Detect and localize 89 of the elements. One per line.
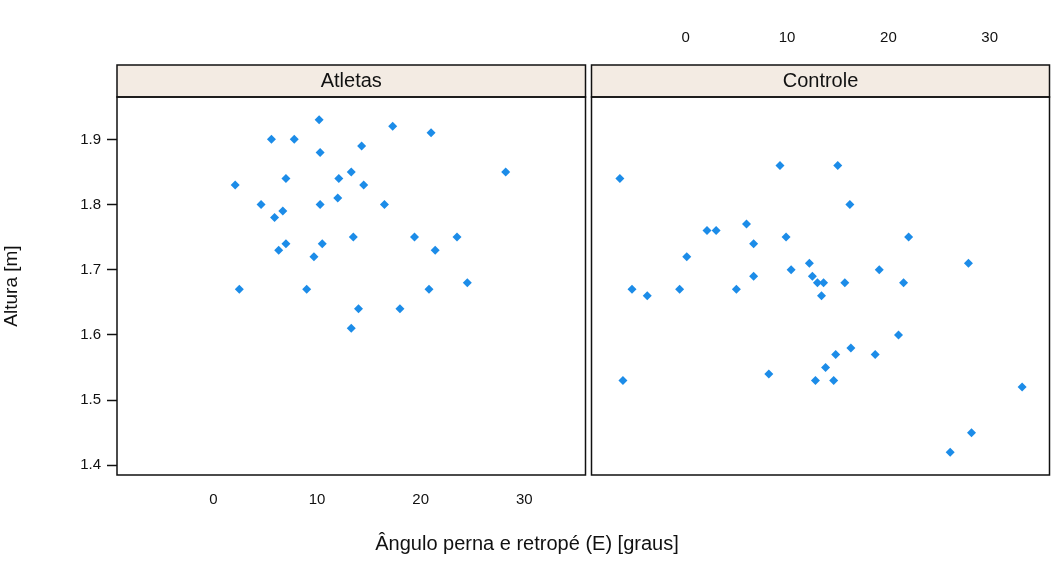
point: [618, 376, 628, 385]
point: [870, 349, 880, 359]
point: [430, 245, 440, 255]
point: [810, 376, 820, 385]
x-tick-label: 10: [308, 490, 326, 508]
point: [846, 343, 856, 353]
point: [256, 200, 266, 210]
point: [894, 330, 904, 340]
y-tick-label: 1.4: [80, 455, 101, 473]
x-tick-label: 10: [778, 28, 796, 46]
point: [831, 349, 841, 359]
point: [899, 278, 909, 288]
point: [333, 193, 343, 203]
point: [702, 226, 712, 236]
point: [452, 232, 462, 242]
x-tick-label: 0: [681, 28, 690, 46]
point: [749, 271, 759, 281]
point: [346, 167, 356, 177]
point: [302, 284, 312, 294]
point: [354, 304, 364, 314]
point: [348, 232, 358, 242]
point: [675, 284, 685, 294]
point: [379, 200, 389, 210]
point: [775, 160, 785, 170]
point: [409, 232, 419, 242]
point: [682, 252, 692, 262]
point: [395, 304, 405, 314]
point: [781, 232, 791, 242]
point: [424, 284, 434, 294]
point: [945, 447, 955, 457]
y-tick-label: 1.9: [80, 129, 101, 147]
point: [821, 362, 831, 372]
x-tick-label: 0: [209, 490, 218, 508]
point: [346, 323, 356, 333]
point: [315, 147, 325, 157]
point: [840, 278, 850, 288]
point: [829, 376, 839, 385]
chart-title: Atletas: [320, 68, 382, 91]
point: [764, 369, 774, 379]
x-axis-title: Ângulo perna e retropé (E) [graus]: [374, 532, 680, 555]
x-tick-label: 20: [880, 28, 897, 46]
x-tick-label: 30: [516, 490, 533, 508]
point: [426, 128, 436, 138]
point: [281, 173, 291, 183]
y-tick-label: 1.8: [80, 194, 101, 212]
point: [274, 245, 284, 255]
point: [270, 213, 280, 223]
point: [749, 239, 759, 249]
point: [334, 173, 344, 183]
point: [615, 173, 625, 183]
x-tick-label: 30: [981, 28, 999, 46]
point: [281, 239, 291, 249]
point: [963, 258, 973, 268]
point: [904, 232, 914, 242]
point: [786, 265, 796, 275]
point: [731, 284, 741, 294]
point: [642, 291, 652, 301]
y-tick-label: 1.7: [80, 259, 101, 277]
point: [234, 284, 244, 294]
y-tick-label: 1.6: [80, 325, 101, 343]
point: [289, 134, 299, 144]
point: [501, 167, 511, 177]
point: [817, 291, 827, 301]
point: [1017, 382, 1027, 392]
point: [266, 134, 276, 144]
point: [230, 180, 240, 190]
point: [807, 271, 817, 281]
y-axis-title: Altura [m]: [0, 245, 21, 327]
point: [315, 200, 325, 210]
point: [966, 428, 976, 438]
point: [278, 206, 288, 216]
point: [388, 121, 398, 131]
point: [874, 265, 884, 275]
point: [309, 252, 319, 262]
point: [359, 180, 369, 190]
point: [833, 160, 843, 170]
point: [711, 226, 721, 236]
point: [819, 278, 829, 288]
point: [804, 258, 814, 268]
x-tick-label: 20: [412, 490, 430, 508]
chart-title: Controle: [782, 68, 859, 91]
point: [742, 219, 752, 229]
point: [317, 239, 327, 249]
point: [357, 141, 367, 151]
point: [314, 115, 324, 125]
point: [462, 278, 472, 288]
point: [627, 284, 637, 294]
y-tick-label: 1.5: [80, 390, 101, 408]
point: [845, 200, 855, 210]
